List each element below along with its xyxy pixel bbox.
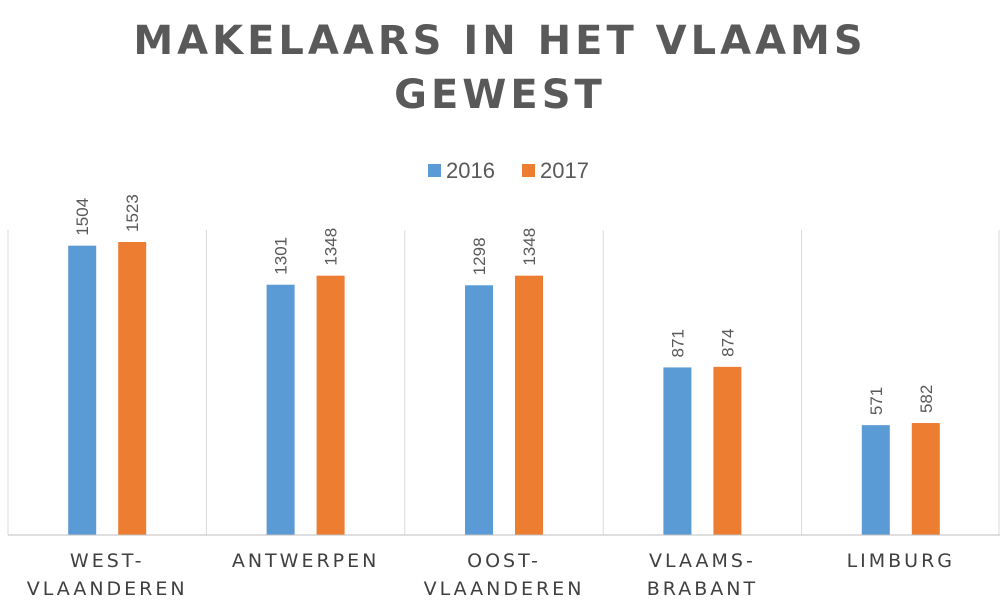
data-label-2016-1: 1301 bbox=[272, 237, 291, 275]
bar-2017-0 bbox=[118, 242, 147, 535]
category-label-0-1: VLAANDEREN bbox=[27, 578, 188, 600]
category-labels: WEST- VLAANDEREN ANTWERPEN OOST- VLAANDEREN V… bbox=[27, 550, 955, 600]
bar-2016-1 bbox=[266, 284, 295, 535]
legend-label-2016: 2016 bbox=[446, 158, 495, 183]
data-label-2017-1: 1348 bbox=[322, 228, 341, 266]
legend-swatch-2017 bbox=[522, 164, 535, 177]
bar-2017-1 bbox=[316, 275, 345, 535]
legend-label-2017: 2017 bbox=[540, 158, 589, 183]
data-labels: 1504 1523 1301 1348 1298 1348 871 874 571 582 bbox=[73, 194, 936, 415]
data-label-2016-3: 871 bbox=[668, 329, 687, 357]
category-label-4-0: LIMBURG bbox=[847, 550, 955, 572]
bar-2016-4 bbox=[861, 425, 890, 535]
data-label-2017-4: 582 bbox=[917, 385, 936, 413]
bar-2016-2 bbox=[465, 285, 493, 535]
category-label-3-0: VLAAMS- bbox=[649, 550, 756, 572]
legend: 2016 2017 bbox=[428, 158, 589, 183]
chart-title-line-2: GEWEST bbox=[394, 72, 606, 118]
bar-2016-3 bbox=[663, 367, 692, 535]
bar-2017-2 bbox=[515, 275, 543, 535]
bar-2017-4 bbox=[911, 423, 940, 535]
category-label-2-1: VLAANDEREN bbox=[424, 578, 585, 600]
category-label-3-1: BRABANT bbox=[647, 578, 758, 600]
chart-title-line-1: MAKELAARS IN HET VLAAMS bbox=[133, 18, 867, 64]
bar-2016-0 bbox=[68, 245, 97, 536]
data-label-2016-0: 1504 bbox=[73, 198, 92, 236]
data-label-2017-2: 1348 bbox=[520, 228, 539, 266]
data-label-2017-0: 1523 bbox=[123, 194, 142, 232]
category-gridlines bbox=[7, 230, 1000, 535]
bars bbox=[68, 242, 940, 536]
category-label-2-0: OOST- bbox=[467, 550, 541, 572]
data-label-2016-2: 1298 bbox=[470, 237, 489, 275]
data-label-2017-3: 874 bbox=[718, 328, 737, 356]
bar-2017-3 bbox=[713, 366, 742, 535]
category-label-0-0: WEST- bbox=[70, 550, 145, 572]
legend-swatch-2016 bbox=[428, 164, 441, 177]
data-label-2016-4: 571 bbox=[867, 387, 886, 415]
category-label-1-0: ANTWERPEN bbox=[232, 550, 380, 572]
